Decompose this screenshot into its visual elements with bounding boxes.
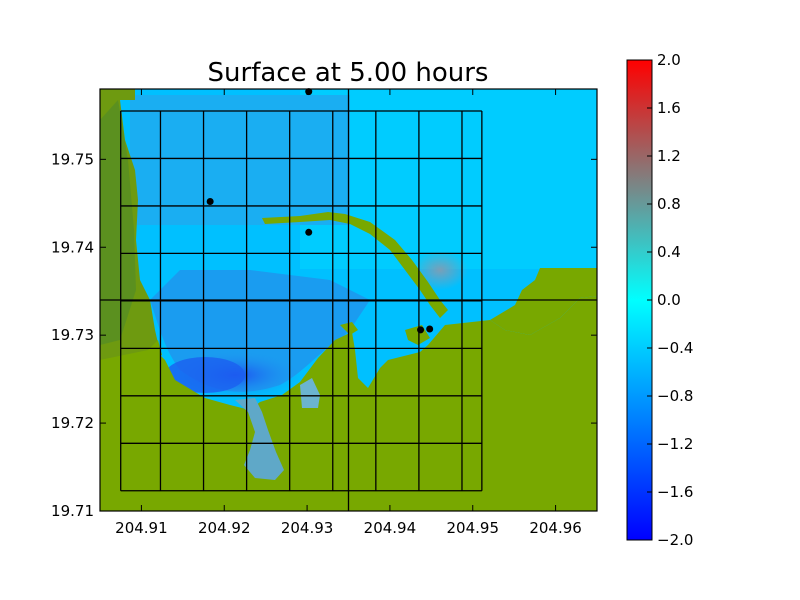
gauge-point [426,325,434,333]
y-tick-label: 19.73 [51,326,94,344]
gauge-point [305,228,313,236]
x-tick-label: 204.92 [198,519,251,537]
colorbar-tick-label: −0.8 [657,387,693,405]
colorbar-tick-label: 1.2 [657,147,681,165]
gauge-point [206,198,214,206]
chart-title: Surface at 5.00 hours [208,58,489,88]
y-tick-label: 19.72 [51,414,94,432]
colorbar-tick-label: 0.4 [657,243,681,261]
x-tick-label: 204.96 [529,519,582,537]
colorbar-axis: 2.0 1.6 1.2 0.8 0.4 0.0 −0.4 −0.8 −1.2 −1.6 −2.0 [647,51,693,549]
x-tick-label: 204.94 [364,519,417,537]
x-axis: 204.91 204.92 204.93 204.94 204.95 204.96 [115,89,582,537]
colorbar-tick-label: 0.0 [657,291,681,309]
colorbar-tick-label: 0.8 [657,195,681,213]
x-tick-label: 204.95 [447,519,500,537]
y-tick-label: 19.74 [51,238,94,256]
gauge-point [417,326,425,334]
colorbar-tick-label: −1.6 [657,483,693,501]
colorbar-tick-label: −2.0 [657,531,693,549]
y-axis: 19.71 19.72 19.73 19.74 19.75 [51,150,597,520]
x-tick-label: 204.91 [115,519,168,537]
grid-overlay [120,110,483,492]
x-tick-label: 204.93 [281,519,334,537]
y-tick-label: 19.75 [51,150,94,168]
land-east [490,268,597,335]
plot-frame [99,88,598,512]
colorbar-tick-label: −1.2 [657,435,693,453]
colorbar-tick-label: 2.0 [657,51,681,69]
colorbar-tick-label: −0.4 [657,339,693,357]
y-tick-label: 19.71 [51,502,94,520]
reef-spit [262,212,448,318]
gauge-markers [206,88,434,334]
crosshair [100,89,597,511]
colorbar-tick-label: 1.6 [657,99,681,117]
